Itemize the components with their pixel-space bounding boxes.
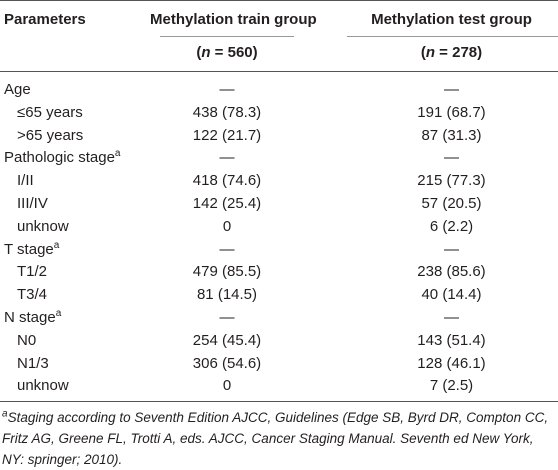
label-text: N stage: [4, 309, 56, 326]
header-row: Parameters Methylation train group Methy…: [0, 8, 558, 31]
sub-row: unknow 0 7 (2.5): [0, 374, 558, 397]
test-cell: —: [444, 240, 459, 258]
test-cell: —: [444, 149, 459, 167]
label-text: III/IV: [17, 195, 48, 212]
row-label: Age: [4, 78, 31, 101]
var: n: [201, 44, 211, 61]
group-row: Age — —: [0, 78, 558, 101]
subheader-cell: (n = 278): [345, 41, 558, 64]
train-cell: —: [219, 309, 235, 326]
footnote: aStaging according to Seventh Edition AJ…: [2, 407, 554, 470]
test-cell: 57 (20.5): [421, 195, 482, 212]
footnote-mark: a: [2, 408, 8, 420]
label-text: I/II: [17, 172, 34, 190]
test-cell: —: [444, 81, 459, 98]
subheader-row: (n = 560) (n = 278): [0, 41, 558, 64]
train-cell: 479 (85.5): [192, 263, 262, 281]
test-cell: 191 (68.7): [417, 103, 486, 121]
train-cell: —: [219, 240, 235, 258]
paren: (: [420, 44, 426, 61]
row-label: III/IV: [17, 192, 48, 215]
label-text: T1/2: [17, 263, 48, 281]
sub-row: N0 254 (45.4) 143 (51.4): [0, 329, 558, 352]
label-text: Age: [4, 81, 31, 98]
label-text: Pathologic stage: [4, 149, 115, 167]
footnote-text: Staging according to Seventh Edition AJC…: [2, 410, 549, 467]
count: = 560): [210, 44, 258, 61]
row-label: T stagea: [4, 238, 59, 261]
subheader-cell: (n = 560): [160, 41, 294, 64]
row-label: N stagea: [4, 306, 61, 329]
train-cell: —: [219, 149, 235, 167]
test-cell: 128 (46.1): [417, 354, 486, 372]
train-cell: 0: [222, 217, 232, 235]
note-mark: a: [114, 148, 121, 160]
label-text: N0: [17, 331, 37, 349]
label-text: T stage: [4, 240, 54, 258]
test-cell: 143 (51.4): [417, 331, 486, 349]
label-text: >65 years: [17, 126, 84, 144]
header-cell: Parameters: [4, 11, 86, 28]
sub-row: >65 years 122 (21.7) 87 (31.3): [0, 124, 558, 147]
var: n: [425, 44, 436, 61]
row-label: N0: [17, 329, 36, 352]
count: = 278): [435, 44, 483, 61]
test-cell: —: [444, 309, 459, 326]
group-row: Pathologic stagea — —: [0, 146, 558, 169]
paren: (: [196, 44, 202, 61]
test-cell: 40 (14.4): [421, 286, 482, 304]
row-label: I/II: [17, 169, 34, 192]
group-row: N stagea — —: [0, 306, 558, 329]
note-mark: a: [55, 308, 62, 319]
train-cell: 254 (45.4): [192, 331, 262, 349]
test-cell: 238 (85.6): [417, 263, 486, 281]
train-cell: 142 (25.4): [192, 195, 262, 212]
header-cell: Methylation train group: [150, 11, 317, 28]
row-label: Pathologic stagea: [4, 146, 120, 169]
train-cell: —: [219, 81, 235, 98]
train-cell: 0: [222, 377, 232, 395]
row-label: ≤65 years: [17, 101, 83, 124]
bottom-rule: [0, 401, 558, 403]
sub-row: III/IV 142 (25.4) 57 (20.5): [0, 192, 558, 215]
test-cell: 215 (77.3): [417, 172, 486, 190]
row-label: T3/4: [17, 283, 47, 306]
header-underline: [347, 36, 558, 37]
header-underline: [160, 36, 294, 37]
test-cell: 6 (2.2): [429, 217, 474, 235]
sub-row: T1/2 479 (85.5) 238 (85.6): [0, 260, 558, 283]
row-label: unknow: [17, 374, 69, 397]
row-label: >65 years: [17, 124, 83, 147]
sub-row: ≤65 years 438 (78.3) 191 (68.7): [0, 101, 558, 124]
sub-row: unknow 0 6 (2.2): [0, 215, 558, 238]
test-cell: 7 (2.5): [429, 377, 474, 395]
label-text: unknow: [17, 217, 69, 235]
label-text: unknow: [17, 377, 69, 395]
train-cell: 418 (74.6): [192, 172, 262, 190]
row-label: unknow: [17, 215, 69, 238]
test-cell: 87 (31.3): [421, 126, 482, 144]
train-cell: 122 (21.7): [192, 126, 262, 144]
label-text: T3/4: [17, 286, 48, 304]
train-cell: 306 (54.6): [192, 354, 262, 372]
note-mark: a: [53, 239, 60, 251]
row-label: N1/3: [17, 352, 49, 375]
sub-row: I/II 418 (74.6) 215 (77.3): [0, 169, 558, 192]
train-cell: 438 (78.3): [192, 103, 262, 121]
label-text: N1/3: [17, 354, 49, 372]
header-cell: Methylation test group: [371, 11, 532, 28]
label-text: ≤65 years: [17, 103, 83, 121]
top-rule: [0, 0, 558, 1]
sub-row: T3/4 81 (14.5) 40 (14.4): [0, 283, 558, 306]
group-row: T stagea — —: [0, 238, 558, 261]
header-rule: [0, 71, 558, 72]
train-cell: 81 (14.5): [196, 286, 258, 304]
sub-row: N1/3 306 (54.6) 128 (46.1): [0, 352, 558, 375]
row-label: T1/2: [17, 260, 47, 283]
